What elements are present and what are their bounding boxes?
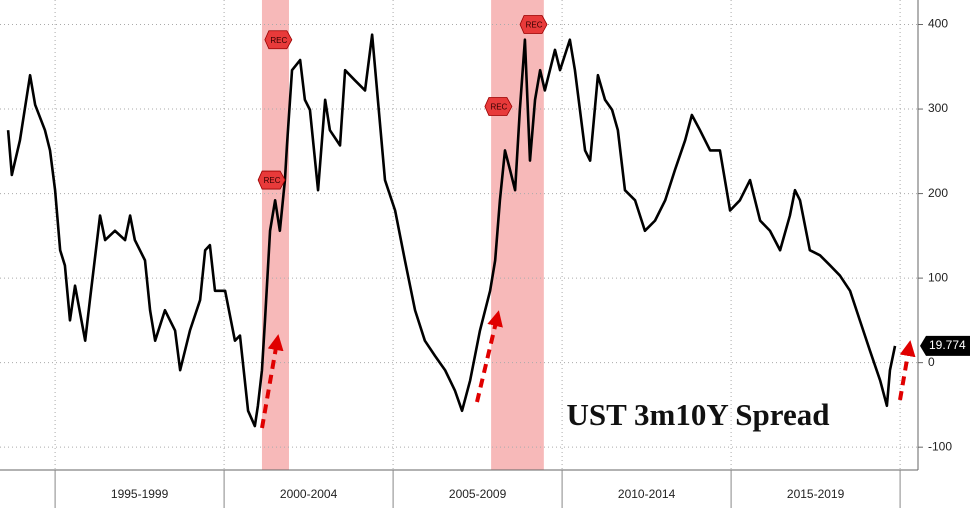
chart-title: UST 3m10Y Spread (567, 397, 830, 432)
y-tick-label: 300 (928, 101, 948, 115)
arrow (898, 340, 916, 401)
x-band-label: 2015-2019 (787, 487, 845, 501)
rec-label: REC (490, 103, 507, 112)
y-tick-label: 100 (928, 270, 948, 284)
recession-shade (261, 0, 289, 470)
rec-marker (519, 15, 548, 34)
y-tick-label: 0 (928, 355, 935, 369)
rec-label: REC (264, 176, 281, 185)
rec-label: REC (270, 36, 287, 45)
y-tick-label: 400 (928, 17, 948, 31)
last-value-label: 19.774 (929, 338, 966, 352)
x-band-label: 2010-2014 (618, 487, 676, 501)
rec-marker (264, 30, 293, 50)
y-tick-label: -100 (928, 439, 952, 453)
last-value-tag (920, 335, 970, 356)
rec-label: REC (526, 21, 543, 30)
y-tick-label: 200 (928, 186, 948, 200)
x-band-label: 2005-2009 (449, 487, 507, 501)
rec-marker (484, 97, 513, 116)
spread-line (6, 33, 897, 428)
x-band-label: 1995-1999 (111, 487, 169, 501)
recession-shade (491, 0, 544, 470)
x-band-label: 2000-2004 (280, 487, 338, 501)
rec-marker (257, 170, 286, 190)
